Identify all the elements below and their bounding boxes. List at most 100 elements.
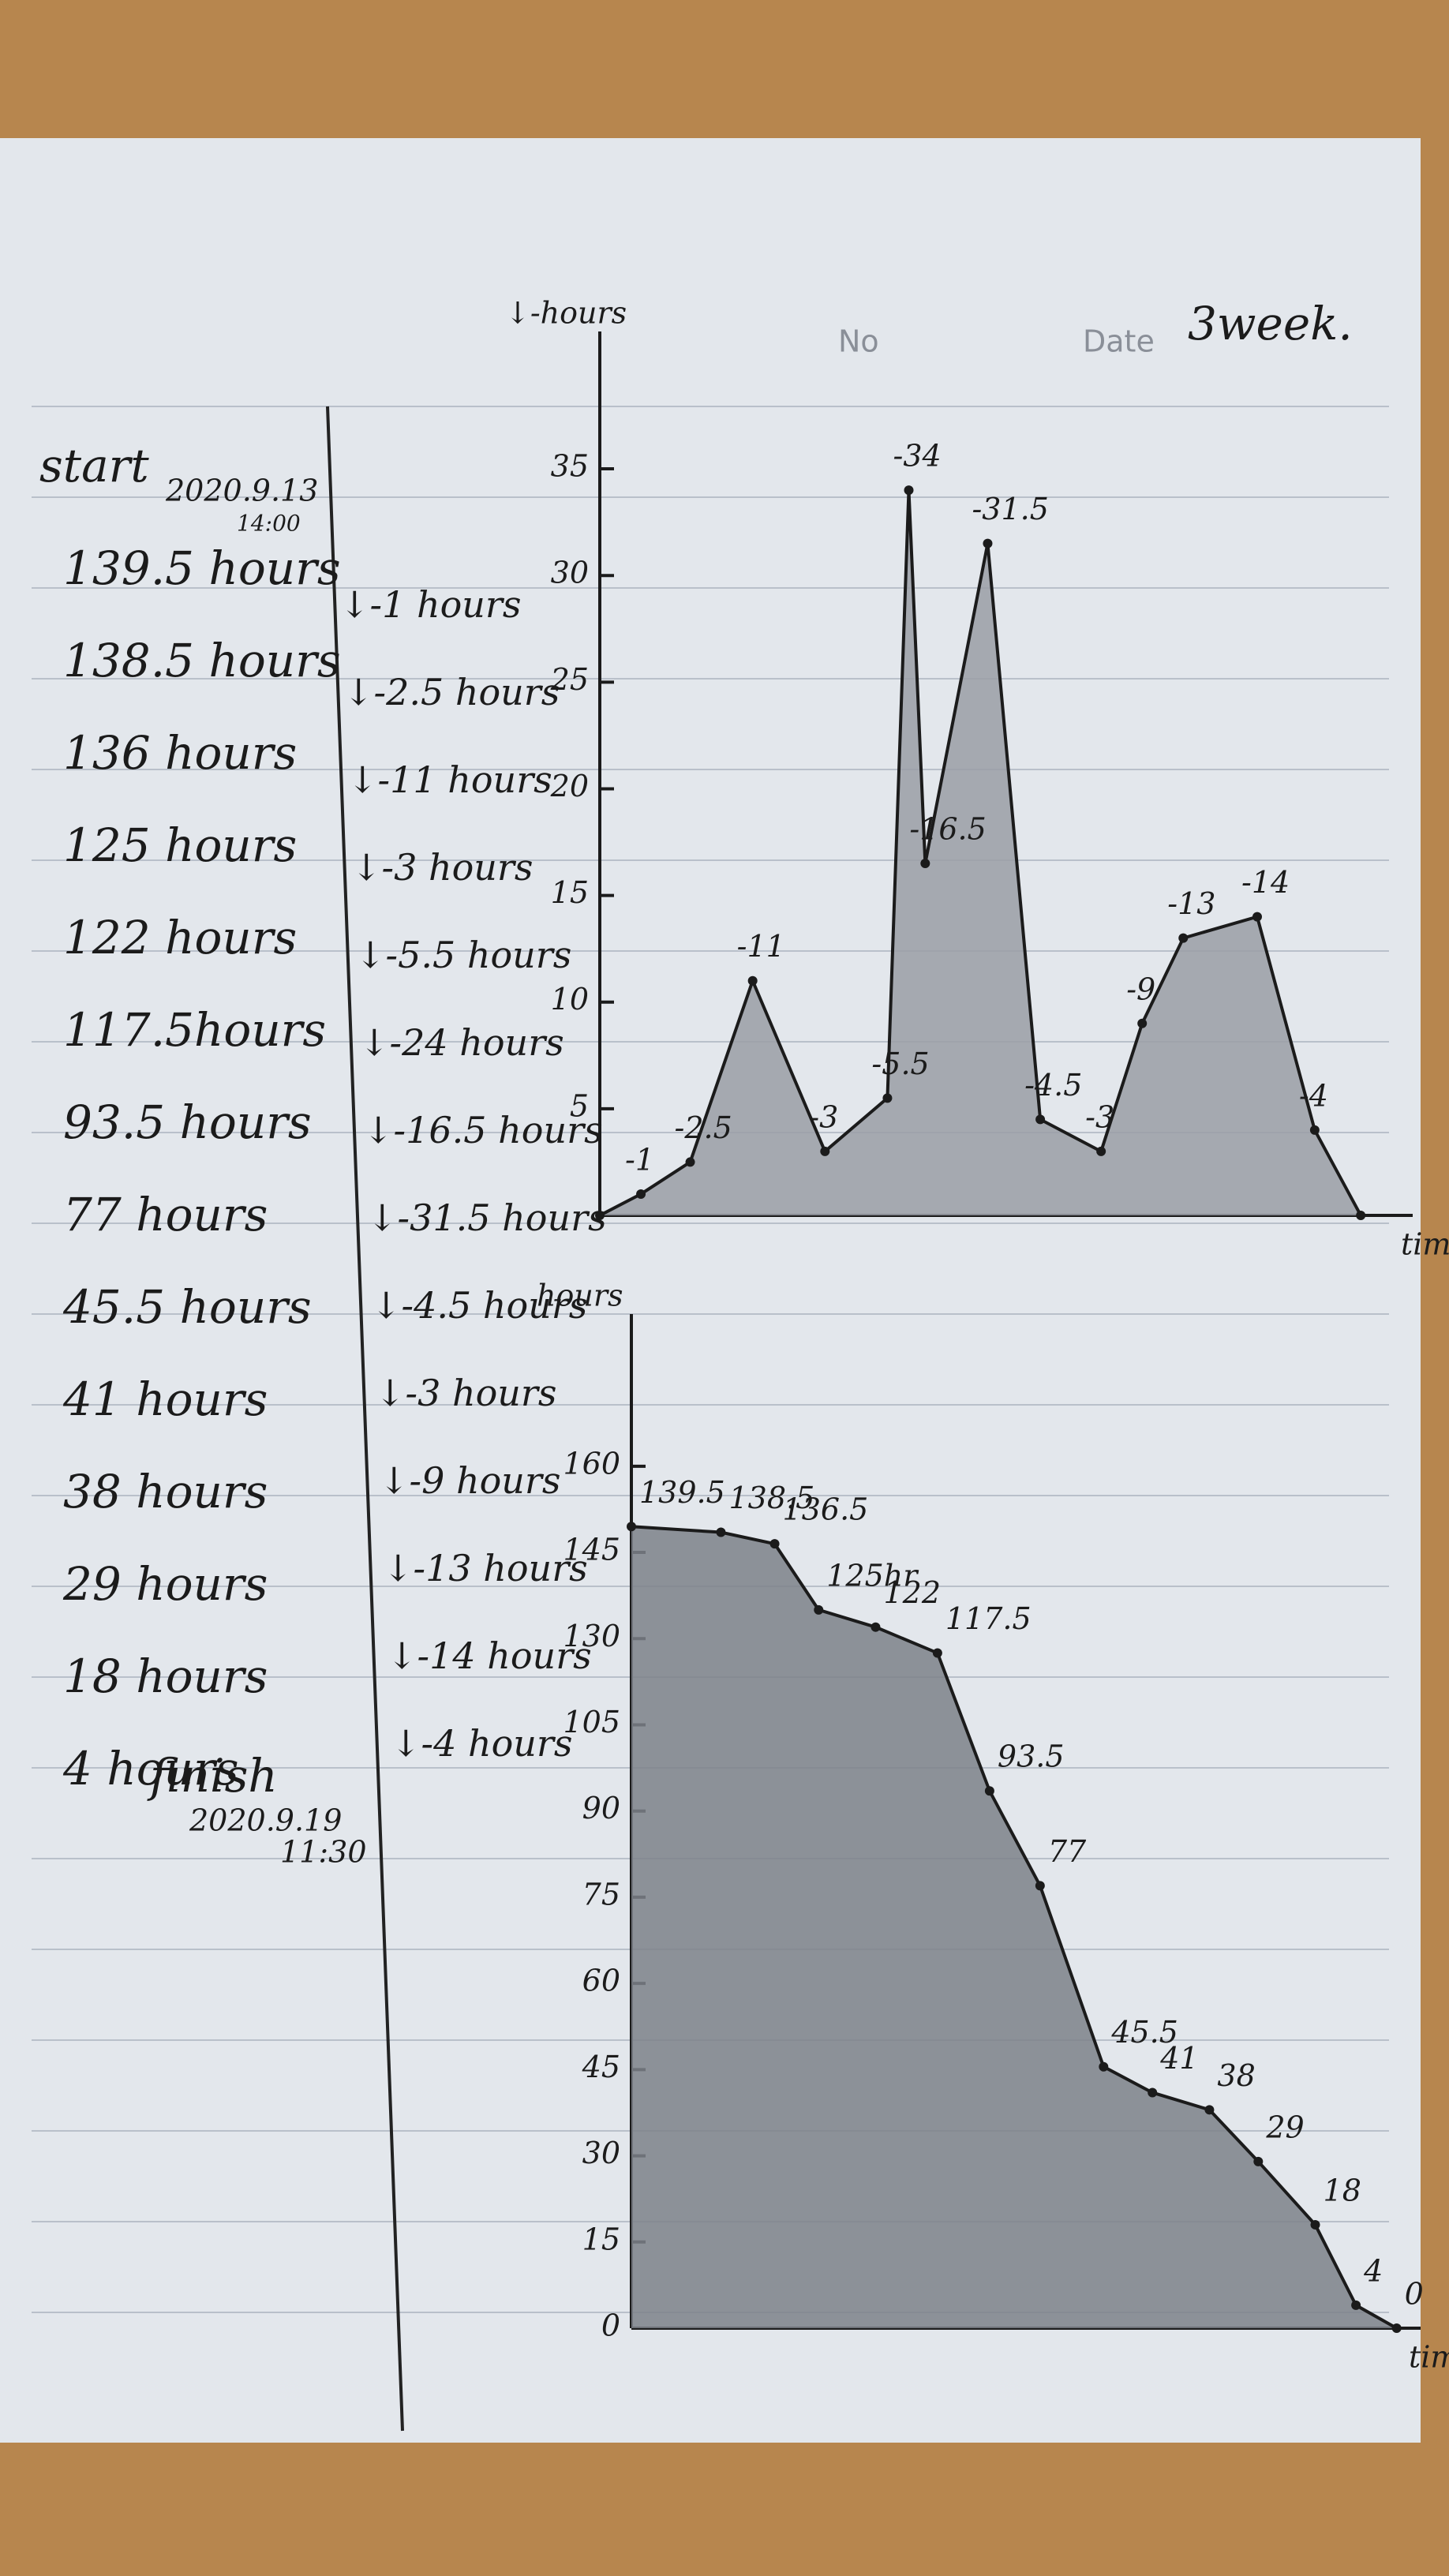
line [599,489,1362,1217]
value-label: 138.5 [728,1481,814,1515]
value-label: 38 [1217,2058,1255,2093]
decrease-entry: ↓-13 hours [383,1547,588,1589]
value-label: -3 [1085,1099,1114,1134]
value-label: 117.5 [945,1601,1032,1636]
column-divider [326,406,404,2432]
point [1310,2219,1320,2230]
point [595,1211,605,1220]
y-tick-label: 90 [582,1791,620,1825]
remaining-entry: 38 hours [63,1465,268,1518]
value-label: 29 [1265,2110,1304,2144]
finish-date: 2020.9.19 [189,1803,342,1838]
decrease-entry: ↓-3 hours [351,846,534,889]
y-tick-label: 75 [582,1877,620,1911]
decrease-entry: ↓-1 hours [339,583,522,626]
area [600,490,1361,1215]
value-label: 125hr [826,1558,919,1593]
y-tick-label: 35 [551,449,589,484]
point [820,1146,830,1156]
point [716,1527,726,1537]
decrease-entry: ↓-4 hours [391,1722,573,1765]
y-tick-label: 15 [551,875,589,910]
area [631,1526,1397,2328]
point [1035,1881,1045,1891]
point [904,485,914,496]
y-tick-label: 10 [551,982,589,1017]
point [932,1648,942,1658]
decrease-entry: ↓-3 hours [375,1372,557,1414]
header-no: No [838,324,879,359]
point [871,1622,881,1632]
remaining-entry: 136 hours [63,726,297,780]
decrease-entry: ↓-4.5 hours [371,1284,587,1327]
y-tick-label: 30 [582,2136,620,2170]
point [984,1786,994,1796]
y-axis-label: ↓-hours [505,296,627,331]
y-tick-label: 25 [550,662,589,697]
value-label: 18 [1324,2173,1361,2207]
y-tick-label: 160 [563,1446,620,1481]
point [882,1093,893,1103]
decrease-entry: ↓-31.5 hours [367,1196,607,1239]
point [685,1157,695,1167]
point [1204,2105,1215,2115]
remaining-entry: 125 hours [63,818,297,872]
y-tick-label: 30 [551,556,589,590]
value-label: -11 [737,929,785,964]
value-label: -34 [893,439,942,474]
decrease-entry: ↓-5.5 hours [355,934,571,976]
point [1035,1114,1046,1125]
value-label: -3 [809,1099,838,1134]
value-label: -4 [1299,1078,1328,1113]
point [1099,2061,1109,2072]
point [1252,912,1262,922]
value-label: -9 [1126,972,1155,1006]
point [1253,2156,1264,2166]
point [1137,1018,1148,1028]
value-label: -4.5 [1024,1068,1082,1103]
start-label: start [39,439,149,492]
header-week: 3week. [1188,297,1353,350]
value-label: 77 [1048,1834,1087,1869]
value-label: 122 [883,1575,941,1610]
point [1148,2087,1158,2098]
value-label: 41 [1159,2041,1198,2076]
y-tick-label: 20 [550,769,589,803]
remaining-entry: 29 hours [62,1557,268,1611]
y-tick-label: 15 [582,2222,620,2256]
finish-label: finish [147,1749,278,1803]
decrease-entry: ↓-14 hours [387,1634,592,1677]
start-date: 2020.9.13 [165,474,318,508]
remaining-entry: 138.5 hours [63,634,341,687]
point [627,1522,636,1532]
value-label: -13 [1167,886,1215,921]
value-label: -2.5 [675,1110,732,1145]
remaining-entry: 93.5 hours [63,1095,312,1149]
value-label: 45.5 [1110,2015,1178,2050]
remaining-entry: 117.5hours [63,1003,326,1057]
point [747,975,758,986]
y-axis-label: hours [537,1279,623,1313]
decrease-entry: ↓-9 hours [379,1459,561,1502]
y-tick-label: 0 [601,2308,620,2343]
point [1351,2300,1361,2310]
y-tick-label: 145 [563,1533,620,1567]
remaining-entry: 4 hours [62,1742,238,1795]
decrease-entry: ↓-16.5 hours [363,1109,603,1151]
remaining-entry: 139.5 hours [63,541,341,595]
start-time: 14:00 [237,511,301,537]
decrease-entry: ↓-2.5 hours [343,671,560,713]
value-label: 4 [1363,2253,1383,2288]
value-label: -1 [625,1142,654,1177]
point [1356,1211,1366,1220]
point [1178,933,1189,943]
point [1096,1146,1106,1156]
x-axis-label: time [1409,2340,1449,2375]
remaining-entry: 45.5 hours [62,1280,312,1334]
point [814,1604,824,1615]
y-tick-label: 130 [563,1619,620,1653]
point [1391,2323,1402,2333]
remaining-entry: 18 hours [63,1649,268,1703]
y-tick-label: 5 [570,1088,589,1123]
